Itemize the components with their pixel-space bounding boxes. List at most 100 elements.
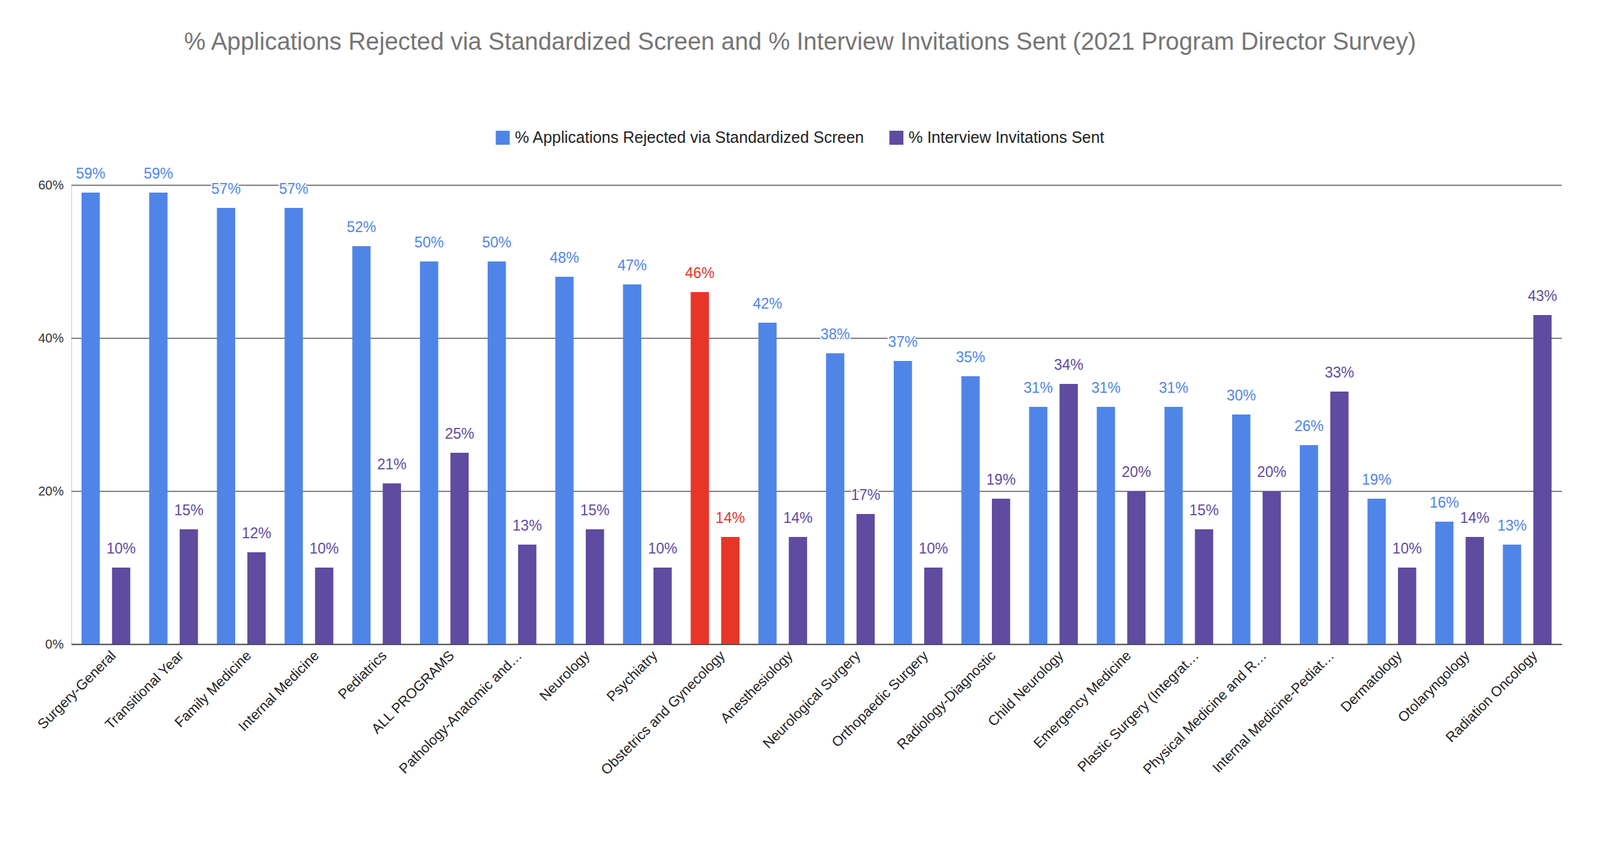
x-tick-label: Plastic Surgery (Integrat… — [1074, 647, 1202, 775]
data-label: 57% — [211, 180, 241, 197]
data-label: 10% — [106, 539, 136, 557]
bar — [216, 207, 236, 644]
bar — [112, 567, 131, 644]
data-label: 13% — [1497, 516, 1527, 534]
data-label: 50% — [414, 233, 444, 251]
data-label: 47% — [617, 256, 648, 274]
bar — [720, 536, 740, 644]
bar — [555, 276, 574, 644]
data-label: 25% — [444, 425, 475, 442]
x-tick: Internal Medicine — [235, 647, 322, 734]
data-label: 15% — [1189, 501, 1219, 519]
data-label: 13% — [512, 516, 542, 534]
data-label: 14% — [1460, 509, 1490, 526]
x-tick-label: Pediatrics — [334, 647, 390, 702]
bar — [518, 544, 537, 644]
bar — [1367, 498, 1386, 644]
y-tick-label: 20% — [38, 483, 64, 498]
data-label: 19% — [1362, 471, 1392, 488]
x-tick: Radiation Oncology — [1442, 647, 1541, 745]
bar — [1465, 536, 1484, 644]
data-label: 31% — [1158, 379, 1189, 396]
bar — [1059, 383, 1078, 644]
title-line: % Applications Rejected via Standardized… — [184, 28, 1417, 55]
bar — [420, 261, 439, 644]
legend-swatch — [495, 130, 510, 145]
bar — [893, 360, 913, 644]
bar — [826, 353, 845, 644]
bars — [81, 192, 1552, 644]
y-axis-line — [72, 185, 1563, 645]
data-label: 50% — [481, 233, 512, 251]
data-label: 17% — [850, 486, 881, 503]
x-tick: Otolaryngology — [1394, 647, 1473, 725]
x-tick-label: Otolaryngology — [1394, 647, 1473, 725]
bar — [1533, 314, 1552, 644]
y-tick-label: 60% — [38, 177, 64, 192]
data-label: 59% — [75, 165, 106, 182]
x-tick-label: Anesthesiology — [717, 647, 796, 726]
data-label: 59% — [143, 165, 173, 182]
data-label: 33% — [1324, 363, 1354, 381]
x-tick-label: Physical Medicine and R… — [1139, 647, 1270, 778]
bar — [352, 246, 371, 644]
data-label: 15% — [580, 501, 610, 519]
x-tick: Obstetrics and Gynecology — [597, 647, 728, 778]
data-label: 42% — [752, 295, 783, 312]
bar — [788, 536, 808, 644]
x-tick-label: Pathology-Anatomic and… — [395, 647, 526, 777]
x-tick-label: Dermatology — [1337, 647, 1405, 715]
bar — [382, 483, 401, 644]
bar — [653, 567, 672, 644]
data-label: 12% — [241, 524, 271, 542]
legend-item: % Interview Invitations Sent — [889, 128, 1105, 146]
data-labels: 59%59%57%57%52%50%50%48%47%46%42%38%37%3… — [75, 165, 1558, 557]
x-tick: Internal Medicine-Pediat… — [1209, 647, 1338, 776]
x-axis: Surgery-GeneralTransitional YearFamily M… — [34, 644, 1563, 778]
bar — [247, 552, 266, 644]
bar — [487, 261, 507, 644]
data-label: 46% — [685, 264, 715, 282]
x-tick-label: Internal Medicine — [235, 647, 322, 734]
bar — [284, 207, 303, 644]
bar — [81, 192, 101, 644]
bar — [1195, 529, 1214, 644]
bar — [1503, 544, 1522, 644]
bar — [1434, 521, 1454, 644]
bar — [991, 498, 1011, 644]
bar — [1232, 414, 1251, 644]
data-label: 31% — [1023, 379, 1054, 396]
bar — [924, 567, 943, 644]
bar — [1127, 490, 1146, 644]
data-label: 14% — [783, 509, 813, 526]
data-label: 15% — [174, 501, 204, 519]
data-label: 10% — [918, 539, 948, 557]
legend-swatch — [889, 130, 904, 145]
bar — [149, 192, 168, 644]
chart: % Applications Rejected via Standardized… — [0, 0, 1600, 852]
bar — [314, 567, 334, 644]
data-label: 35% — [956, 348, 986, 366]
legend-label: % Applications Rejected via Standardized… — [515, 128, 865, 146]
x-tick: Dermatology — [1337, 647, 1405, 715]
x-tick: Pediatrics — [334, 647, 390, 702]
data-label: 16% — [1429, 494, 1460, 511]
legend: % Applications Rejected via Standardized… — [495, 128, 1105, 146]
data-label: 21% — [377, 455, 407, 473]
data-label: 20% — [1121, 463, 1152, 480]
x-tick: Radiology-Diagnostic — [893, 647, 999, 753]
data-label: 30% — [1226, 386, 1256, 404]
bar — [690, 291, 710, 644]
y-tick-label: 40% — [38, 330, 64, 345]
bar — [758, 322, 778, 644]
x-tick-label: Radiation Oncology — [1442, 647, 1541, 745]
data-label: 52% — [346, 218, 377, 236]
data-label: 34% — [1053, 356, 1084, 373]
bar — [1164, 406, 1184, 644]
y-tick: 40% — [38, 330, 1562, 345]
x-tick-label: Obstetrics and Gynecology — [597, 647, 728, 778]
x-tick: Physical Medicine and R… — [1139, 647, 1270, 778]
data-label: 14% — [715, 509, 746, 526]
data-label: 43% — [1527, 287, 1558, 305]
x-tick: Psychiatry — [603, 647, 661, 704]
